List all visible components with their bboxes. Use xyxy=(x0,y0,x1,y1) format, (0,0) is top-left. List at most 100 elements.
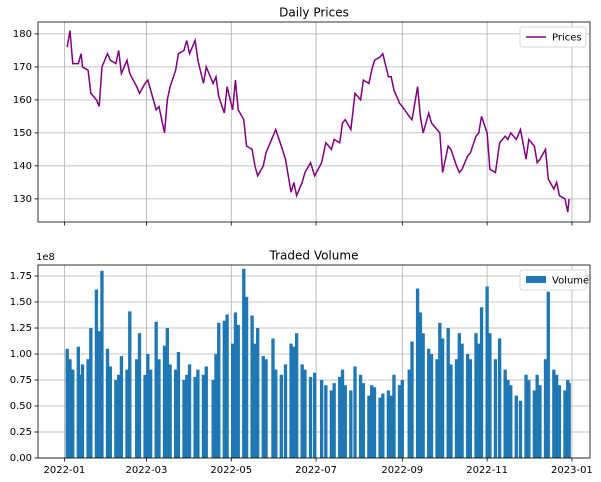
y-tick-label: 140 xyxy=(13,161,32,172)
volume-bar xyxy=(105,348,110,458)
volume-bar xyxy=(400,380,404,458)
volume-bar xyxy=(308,376,313,458)
volume-bar xyxy=(358,374,363,458)
volume-bar xyxy=(230,343,235,458)
plot-area xyxy=(38,22,590,222)
volume-bar xyxy=(465,354,470,458)
volume-bar xyxy=(201,374,206,458)
volume-bar xyxy=(114,380,118,458)
volume-bar xyxy=(233,312,238,458)
volume-bar xyxy=(557,385,562,458)
volume-bar xyxy=(94,289,99,458)
volume-bar xyxy=(479,307,484,458)
volume-bar xyxy=(338,376,342,458)
volume-bar xyxy=(65,348,69,458)
volume-bar xyxy=(165,328,169,458)
volume-bar xyxy=(303,369,307,458)
volume-bar xyxy=(211,380,215,458)
volume-bar xyxy=(119,356,124,458)
legend-label: Prices xyxy=(552,33,582,44)
volume-bar xyxy=(506,380,510,458)
volume-bar xyxy=(493,359,498,458)
volume-bar xyxy=(264,359,268,458)
volume-bar xyxy=(148,369,153,458)
volume-bar xyxy=(182,380,186,458)
volume-bar xyxy=(128,311,132,458)
y-tick-label: 1.00 xyxy=(10,349,32,360)
volume-bar xyxy=(415,288,420,458)
volume-bar xyxy=(435,359,439,458)
y-tick-label: 170 xyxy=(13,62,32,73)
volume-bar xyxy=(349,390,353,458)
volume-bar xyxy=(100,270,104,458)
volume-bar xyxy=(407,369,411,458)
legend-box xyxy=(519,26,587,48)
volume-bar xyxy=(397,385,402,458)
volume-bar xyxy=(176,351,181,458)
volume-bar xyxy=(125,369,129,458)
volume-bar xyxy=(563,390,567,458)
volume-bar xyxy=(370,385,374,458)
volume-bar xyxy=(497,338,502,458)
y-tick-label: 1.25 xyxy=(10,323,32,334)
volume-bar xyxy=(554,374,559,458)
volume-bar xyxy=(386,390,391,458)
volume-bar xyxy=(137,333,142,458)
axes-frame xyxy=(37,264,591,459)
volume-bar xyxy=(381,393,385,458)
volume-bar xyxy=(343,385,347,458)
volume-bar xyxy=(538,385,542,458)
volume-bar xyxy=(168,364,172,458)
volume-bar xyxy=(457,333,461,458)
volume-bar xyxy=(514,395,518,458)
volume-bar xyxy=(108,366,112,458)
volume-bar xyxy=(319,380,324,458)
volume-bar xyxy=(97,331,101,458)
y-tick-label: 130 xyxy=(13,194,32,205)
volume-bar xyxy=(567,383,571,458)
y-tick-label: 1.75 xyxy=(10,271,32,282)
volume-bar xyxy=(71,369,75,458)
volume-bar xyxy=(429,354,434,458)
volume-bar xyxy=(552,369,556,458)
volume-bar xyxy=(80,364,85,458)
volume-bar xyxy=(244,296,249,458)
volume-bar xyxy=(535,374,539,458)
volume-bar xyxy=(274,369,278,458)
x-tick-label: 2023-01 xyxy=(551,465,593,476)
volume-bar xyxy=(527,380,531,458)
volume-bar xyxy=(146,354,150,458)
volume-bar xyxy=(196,369,200,458)
price-line xyxy=(66,30,570,213)
volume-bar xyxy=(283,364,288,458)
volume-bar xyxy=(143,374,147,458)
volume-bar xyxy=(193,376,197,458)
volume-bar xyxy=(217,322,221,458)
volume-bar xyxy=(378,397,382,458)
chart-title: Traded Volume xyxy=(269,249,359,263)
x-tick-label: 2022-01 xyxy=(44,465,86,476)
volume-bar xyxy=(454,359,459,458)
legend-label: Volume xyxy=(552,276,589,287)
volume-bar xyxy=(279,374,283,458)
volume-bar xyxy=(86,359,90,458)
volume-bar xyxy=(427,348,431,458)
volume-bar xyxy=(488,333,492,458)
x-tick-label: 2022-07 xyxy=(295,465,337,476)
volume-bar xyxy=(271,338,275,458)
volume-bar xyxy=(509,385,513,458)
volume-bar xyxy=(222,320,226,458)
volume-bar xyxy=(225,314,229,458)
volume-bar xyxy=(253,343,257,458)
volume-bar xyxy=(474,333,478,458)
volume-bar xyxy=(261,356,265,458)
chart-title: Daily Prices xyxy=(279,6,349,20)
volume-bar xyxy=(468,359,473,458)
volume-bar xyxy=(289,343,293,458)
legend-swatch xyxy=(526,276,546,283)
volume-bar xyxy=(485,286,489,458)
volume-bar xyxy=(532,390,537,458)
volume-bar xyxy=(236,324,240,458)
x-tick-label: 2022-09 xyxy=(381,465,423,476)
volume-bar xyxy=(353,366,357,458)
